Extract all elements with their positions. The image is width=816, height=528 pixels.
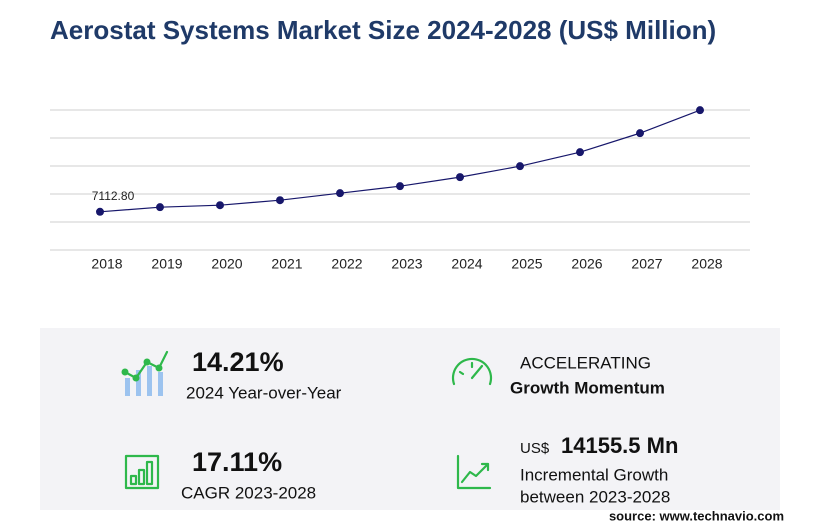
x-tick-label: 2019 [151, 256, 182, 272]
point [336, 189, 344, 198]
incremental-label: Incremental Growth [520, 465, 668, 484]
x-tick-label: 2027 [631, 256, 662, 272]
x-tick-label: 2022 [331, 256, 362, 272]
cagr-icon [124, 454, 160, 490]
point [516, 162, 524, 171]
point [456, 173, 464, 182]
x-tick-label: 2021 [271, 256, 302, 272]
line [99, 109, 701, 213]
point [576, 148, 584, 157]
x-tick-label: 2020 [211, 256, 242, 272]
incremental-label2: between 2023-2028 [520, 487, 670, 506]
point [156, 203, 164, 212]
yoy-value: 14.21% [192, 347, 284, 377]
incremental-value: 14155.5 Mn [561, 433, 678, 458]
x-tick-label: 2018 [91, 256, 122, 272]
point [276, 196, 284, 205]
data-label: 7112.80 [92, 189, 135, 203]
momentum-icon [451, 357, 493, 386]
point [96, 207, 104, 216]
yoy-label: 2024 Year-over-Year [186, 383, 342, 402]
point [696, 106, 704, 115]
x-tick-label: 2028 [691, 256, 722, 272]
momentum-label: Growth Momentum [510, 378, 665, 397]
x-tick-label: 2024 [451, 256, 482, 272]
cagr-value: 17.11% [192, 447, 282, 477]
momentum-value: ACCELERATING [520, 353, 651, 372]
incremental-currency: US$ [520, 440, 550, 457]
x-tick-label: 2025 [511, 256, 542, 272]
point [636, 129, 644, 138]
yoy-icon [121, 350, 169, 396]
cagr-label: CAGR 2023-2028 [181, 483, 316, 502]
chart-title: Aerostat Systems Market Size 2024-2028 (… [50, 15, 716, 45]
source: source: www.technavio.com [609, 508, 784, 523]
point [216, 201, 224, 210]
x-tick-label: 2026 [571, 256, 602, 272]
incremental-icon [456, 454, 492, 490]
x-tick-label: 2023 [391, 256, 422, 272]
point [396, 182, 404, 191]
